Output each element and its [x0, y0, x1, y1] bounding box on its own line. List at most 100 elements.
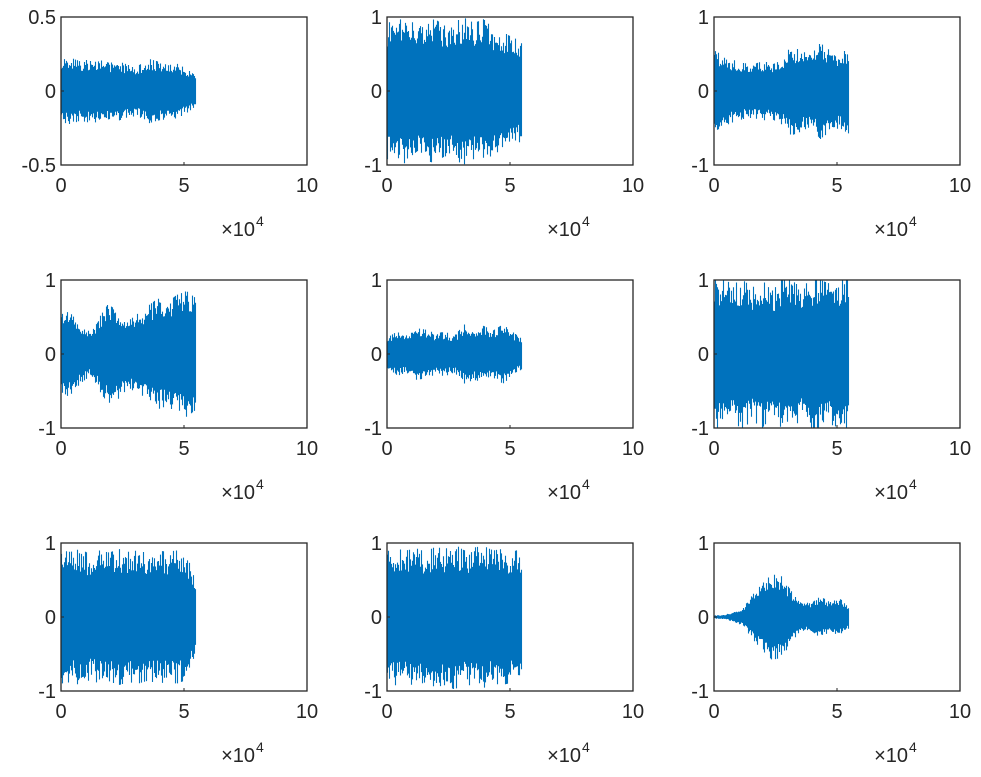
waveform-series	[60, 291, 197, 417]
waveform-series	[713, 574, 850, 660]
y-tick-label: 0	[698, 344, 709, 366]
x-exponent-power: 4	[909, 476, 917, 492]
x-tick-label: 5	[178, 175, 189, 197]
x-exponent-base: ×10	[221, 482, 255, 504]
x-tick-label: 5	[831, 438, 842, 460]
waveform-trace	[713, 574, 850, 660]
x-tick-label: 5	[504, 175, 515, 197]
x-exponent-base: ×10	[221, 219, 255, 241]
x-tick-label: 0	[381, 701, 392, 723]
y-tick-label: 0	[45, 81, 56, 103]
y-tick-label: -1	[364, 155, 382, 177]
x-exponent-base: ×10	[874, 219, 908, 241]
y-tick-label: 0	[698, 81, 709, 103]
x-exponent-base: ×10	[874, 482, 908, 504]
y-tick-label: -1	[38, 681, 56, 703]
subplot-8: 10-10 5 10×10 4	[364, 533, 644, 767]
x-exponent-base: ×10	[547, 219, 581, 241]
x-tick-label: 10	[949, 701, 971, 723]
y-tick-label: 1	[371, 270, 382, 292]
waveform-trace	[60, 549, 197, 685]
x-tick-label: 10	[949, 175, 971, 197]
x-exponent-power: 4	[909, 739, 917, 755]
waveform-trace	[386, 546, 523, 689]
x-exponent-power: 4	[256, 476, 264, 492]
x-tick-label: 5	[504, 701, 515, 723]
subplot-6: 10-10 5 10×10 4	[691, 270, 971, 504]
waveform-series	[60, 58, 197, 124]
x-tick-label: 10	[949, 438, 971, 460]
subplot-7: 10-10 5 10×10 4	[38, 533, 318, 767]
x-tick-label: 0	[381, 175, 392, 197]
y-tick-label: 0	[371, 81, 382, 103]
y-tick-label: -1	[691, 681, 709, 703]
y-tick-label: 0	[45, 344, 56, 366]
x-tick-label: 5	[178, 438, 189, 460]
x-tick-label: 5	[178, 701, 189, 723]
waveform-series	[386, 546, 523, 689]
x-exponent-base: ×10	[547, 745, 581, 767]
x-exponent-power: 4	[909, 213, 917, 229]
waveform-series	[713, 280, 850, 428]
x-tick-label: 5	[831, 175, 842, 197]
x-tick-label: 0	[708, 175, 719, 197]
y-tick-label: -1	[691, 418, 709, 440]
y-tick-label: 1	[45, 270, 56, 292]
y-tick-label: 1	[698, 7, 709, 29]
x-tick-label: 0	[55, 175, 66, 197]
x-tick-label: 0	[381, 438, 392, 460]
y-tick-label: 1	[45, 533, 56, 555]
waveform-trace	[386, 18, 523, 165]
x-tick-label: 0	[55, 701, 66, 723]
waveform-series	[713, 44, 850, 139]
y-tick-label: -0.5	[22, 155, 56, 177]
y-tick-label: 1	[698, 270, 709, 292]
x-tick-label: 10	[622, 438, 644, 460]
y-tick-label: 0	[371, 344, 382, 366]
subplot-9: 10-10 5 10×10 4	[691, 533, 971, 767]
x-tick-label: 5	[504, 438, 515, 460]
x-exponent-base: ×10	[874, 745, 908, 767]
waveform-series	[386, 324, 523, 384]
y-tick-label: 1	[371, 533, 382, 555]
x-exponent-base: ×10	[547, 482, 581, 504]
x-tick-label: 10	[296, 701, 318, 723]
y-tick-label: -1	[364, 681, 382, 703]
x-tick-label: 5	[831, 701, 842, 723]
x-tick-label: 10	[296, 175, 318, 197]
subplot-1: 0.50-0.50 5 10×10 4	[22, 7, 319, 241]
waveform-trace	[713, 280, 850, 428]
waveform-trace	[60, 291, 197, 417]
x-tick-label: 10	[296, 438, 318, 460]
y-tick-label: 0.5	[28, 7, 56, 29]
waveform-trace	[386, 324, 523, 384]
subplot-3: 10-10 5 10×10 4	[691, 7, 971, 241]
subplot-5: 10-10 5 10×10 4	[364, 270, 644, 504]
waveform-series	[386, 18, 523, 165]
y-tick-label: 0	[371, 607, 382, 629]
x-exponent-power: 4	[582, 476, 590, 492]
y-tick-label: 1	[371, 7, 382, 29]
waveform-trace	[713, 44, 850, 139]
x-tick-label: 10	[622, 175, 644, 197]
x-exponent-power: 4	[582, 213, 590, 229]
waveform-trace	[60, 58, 197, 124]
y-tick-label: -1	[38, 418, 56, 440]
x-tick-label: 10	[622, 701, 644, 723]
subplot-2: 10-10 5 10×10 4	[364, 7, 644, 241]
waveform-series	[60, 549, 197, 685]
x-tick-label: 0	[55, 438, 66, 460]
x-exponent-power: 4	[256, 739, 264, 755]
x-exponent-power: 4	[582, 739, 590, 755]
x-exponent-power: 4	[256, 213, 264, 229]
y-tick-label: 0	[698, 607, 709, 629]
y-tick-label: 0	[45, 607, 56, 629]
x-tick-label: 0	[708, 701, 719, 723]
subplot-4: 10-10 5 10×10 4	[38, 270, 318, 504]
y-tick-label: 1	[698, 533, 709, 555]
y-tick-label: -1	[691, 155, 709, 177]
y-tick-label: -1	[364, 418, 382, 440]
x-exponent-base: ×10	[221, 745, 255, 767]
x-tick-label: 0	[708, 438, 719, 460]
